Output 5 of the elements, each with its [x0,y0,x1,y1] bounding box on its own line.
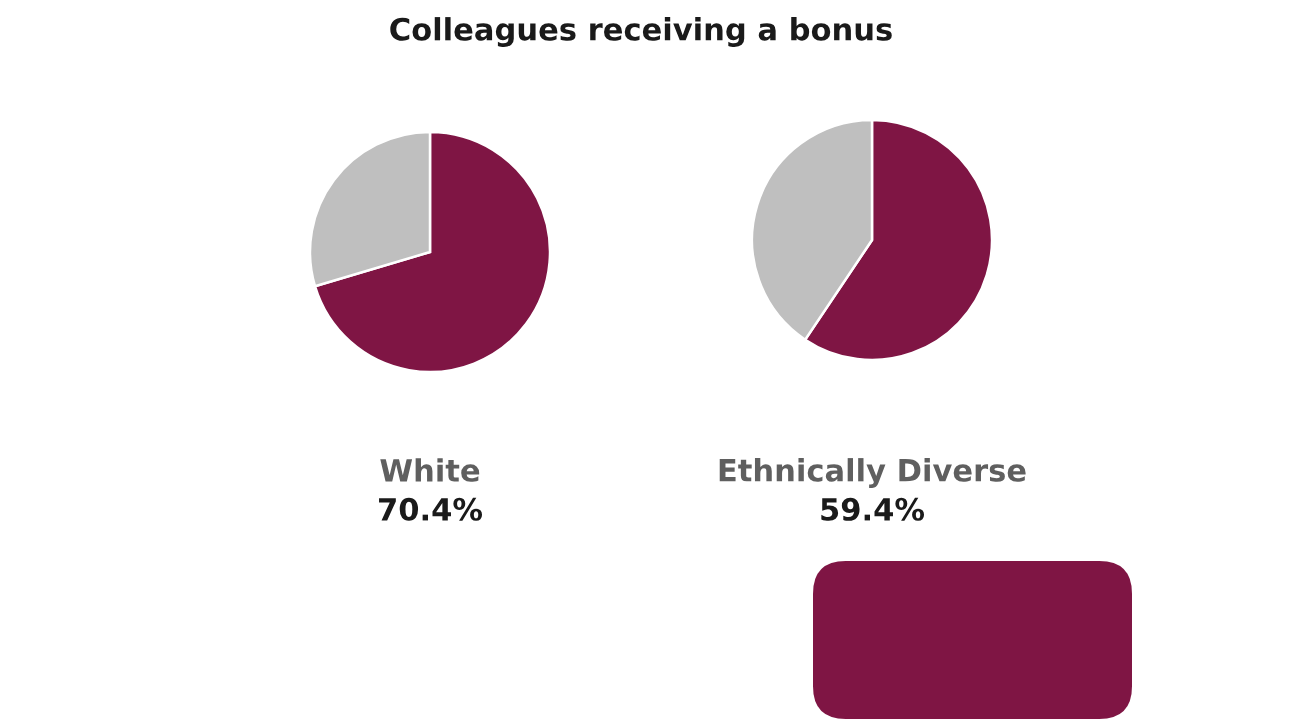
text: Ethnically Diverse [719,458,1026,488]
text: 59.4% [821,497,925,521]
text: Colleagues receiving a bonus [390,17,892,47]
text: 70.4% [379,497,483,521]
text: White [380,458,480,482]
